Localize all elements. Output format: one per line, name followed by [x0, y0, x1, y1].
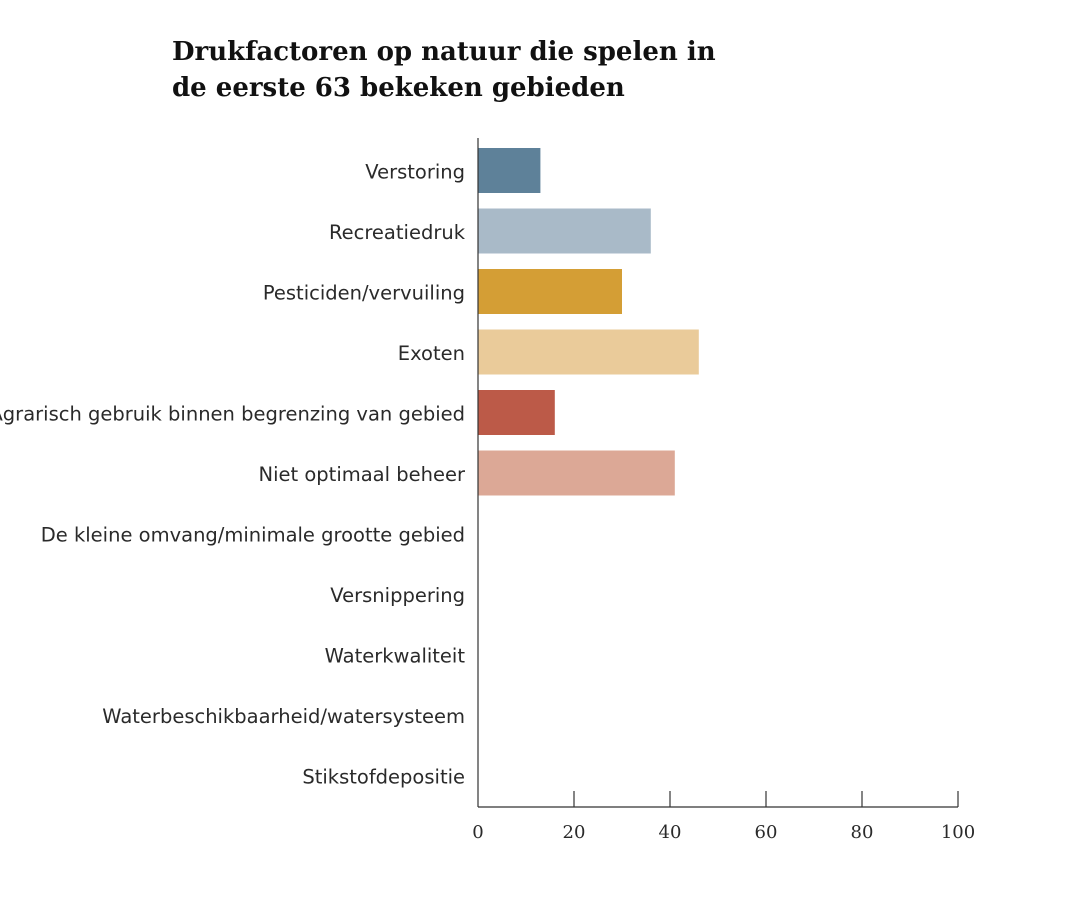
- category-label-10: Stikstofdepositie: [302, 766, 465, 789]
- category-label-9: Waterbeschikbaarheid/watersysteem: [102, 705, 465, 728]
- category-label-0: Verstoring: [365, 161, 465, 184]
- bar-1: [478, 208, 651, 254]
- category-label-4: Agrarisch gebruik binnen begrenzing van …: [0, 403, 465, 426]
- x-tick-label-4: 80: [851, 822, 874, 843]
- category-labels-group: Verstoring Recreatiedruk Pesticiden/vervui…: [0, 161, 466, 789]
- x-tick-label-5: 100: [941, 822, 975, 843]
- chart-title: Drukfactoren op natuur die spelen in de …: [172, 34, 732, 106]
- chart-title-line-2: de eerste 63 bekeken gebieden: [172, 73, 625, 103]
- x-ticks-group: 0 20 40 60 80 100: [472, 791, 975, 843]
- category-label-7: Versnippering: [330, 584, 465, 607]
- category-label-3: Exoten: [398, 342, 465, 365]
- bar-0: [478, 148, 541, 193]
- bar-3: [478, 329, 699, 375]
- chart-title-line-1: Drukfactoren op natuur die spelen in: [172, 37, 716, 67]
- bar-4: [478, 390, 555, 435]
- x-tick-label-2: 40: [659, 822, 682, 843]
- category-label-8: Waterkwaliteit: [325, 645, 466, 668]
- bar-2: [478, 269, 622, 314]
- category-label-2: Pesticiden/vervuiling: [263, 282, 465, 305]
- x-tick-label-3: 60: [755, 822, 778, 843]
- category-label-5: Niet optimaal beheer: [259, 463, 466, 486]
- category-label-6: De kleine omvang/minimale grootte gebied: [41, 524, 465, 547]
- x-tick-label-1: 20: [563, 822, 586, 843]
- category-label-1: Recreatiedruk: [329, 221, 466, 244]
- bars-group: [478, 148, 699, 496]
- x-tick-label-0: 0: [472, 822, 483, 843]
- bar-5: [478, 450, 675, 496]
